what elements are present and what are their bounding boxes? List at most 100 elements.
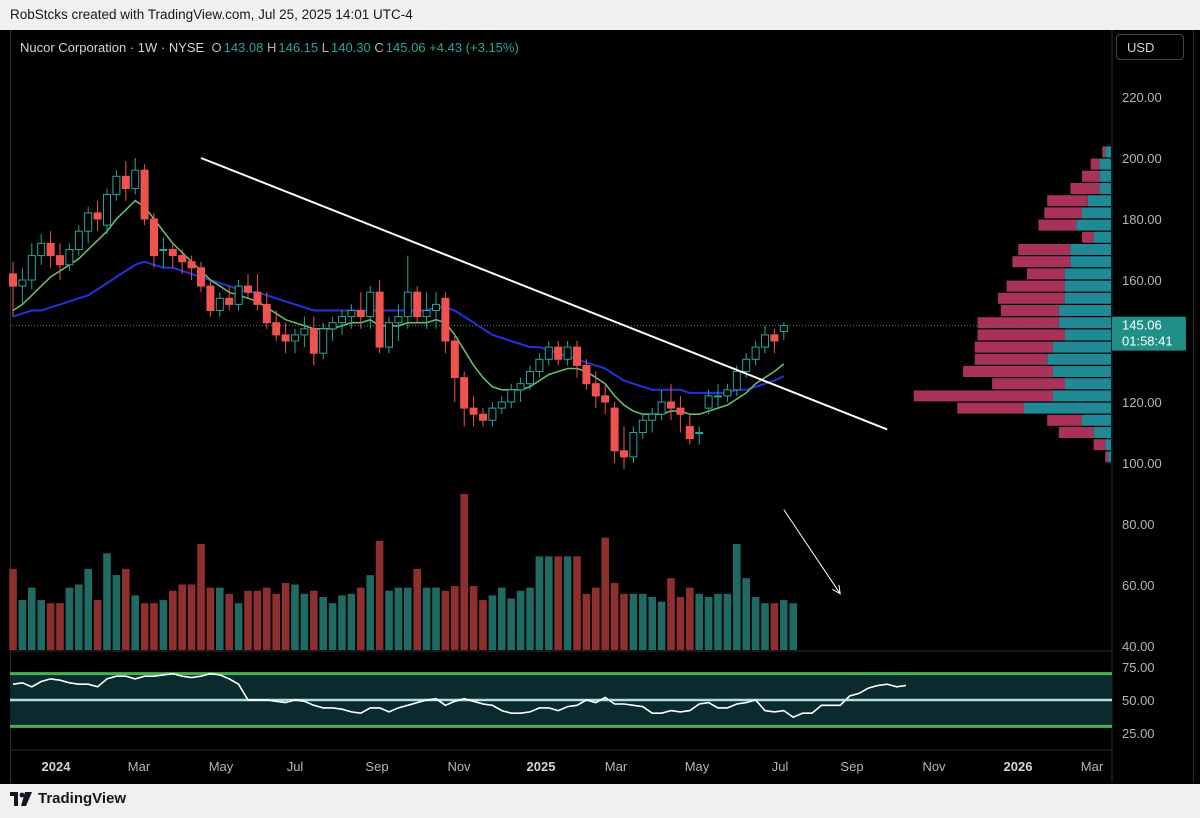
candle-body-62: [591, 383, 600, 397]
volume-profile-down-24: [1093, 439, 1106, 451]
candle-body-16: [159, 249, 168, 251]
volume-profile-down-15: [977, 329, 1065, 341]
volume-profile-down-16: [974, 341, 1053, 353]
candle-body-43: [413, 291, 422, 318]
volume-bar-25: [244, 590, 252, 650]
candle-body-15: [150, 218, 158, 257]
volume-bar-15: [150, 603, 158, 650]
volume-profile-down-5: [1044, 207, 1082, 219]
volume-bar-39: [375, 540, 384, 650]
candle-body-37: [356, 310, 365, 318]
candle-body-8: [84, 212, 93, 232]
candle-body-0: [9, 273, 17, 287]
candle-body-68: [648, 413, 657, 421]
open-value: 143.08: [223, 40, 264, 55]
candle-body-78: [742, 358, 751, 372]
candle-body-69: [657, 401, 666, 415]
volume-profile-up-13: [1058, 305, 1111, 316]
candle-body-29: [281, 334, 290, 342]
attribution-text: RobStcks created with TradingView.com, J…: [10, 7, 413, 22]
volume-bar-24: [234, 603, 243, 650]
volume-bar-50: [479, 600, 487, 650]
time-axis-label-10: Sep: [840, 759, 863, 774]
volume-profile-up-8: [1070, 244, 1111, 255]
time-axis-label-3: Jul: [287, 759, 304, 774]
volume-profile-down-9: [1012, 256, 1071, 268]
volume-bar-29: [281, 582, 290, 650]
candle-body-27: [262, 303, 271, 324]
volume-bar-71: [676, 596, 685, 650]
tradingview-brand[interactable]: TradingView: [10, 790, 126, 807]
volume-profile-up-24: [1105, 439, 1111, 451]
candle-body-75: [714, 395, 722, 398]
time-axis-label-13: Mar: [1081, 759, 1104, 774]
volume-profile-down-20: [913, 390, 1053, 402]
price-axis-label-5: 120.00: [1122, 395, 1162, 410]
candle-body-3: [37, 242, 46, 257]
volume-profile-down-10: [1026, 268, 1065, 280]
volume-profile-up-10: [1064, 268, 1111, 280]
time-axis-label-11: Nov: [922, 759, 946, 774]
volume-bar-13: [131, 595, 139, 650]
volume-bar-62: [592, 587, 600, 650]
volume-bar-48: [460, 494, 468, 650]
volume-bar-5: [56, 603, 64, 650]
volume-bar-63: [601, 537, 609, 650]
volume-profile-up-22: [1082, 414, 1111, 426]
volume-bar-26: [253, 590, 262, 650]
candle-body-13: [131, 169, 140, 189]
last-price-badge: [1112, 316, 1186, 351]
volume-profile-up-7: [1093, 231, 1111, 243]
candle-body-22: [215, 297, 224, 311]
candle-body-70: [667, 401, 675, 409]
time-axis-label-0: 2024: [42, 759, 72, 774]
candle-body-81: [770, 334, 779, 342]
price-axis-label-3: 160.00: [1122, 273, 1162, 288]
volume-bar-21: [206, 587, 215, 650]
volume-profile-up-12: [1064, 292, 1111, 304]
volume-bar-61: [582, 593, 591, 650]
price-axis-label-7: 80.00: [1122, 517, 1155, 532]
volume-bar-74: [704, 596, 713, 650]
time-axis-label-8: May: [685, 759, 710, 774]
volume-profile-up-14: [1058, 317, 1111, 329]
symbol-title: Nucor Corporation · 1W · NYSE: [20, 40, 205, 55]
rsi-line: [12, 672, 907, 719]
candle-body-52: [497, 401, 506, 409]
volume-bar-38: [366, 575, 374, 650]
candle-body-1: [18, 279, 27, 287]
volume-profile-down-23: [1058, 427, 1094, 438]
volume-bar-43: [413, 568, 421, 650]
volume-profile-up-0: [1105, 146, 1111, 158]
change-value: +4.43 (+3.15%): [429, 40, 519, 55]
candle-body-59: [563, 346, 572, 360]
price-axis-label-0: 220.00: [1122, 90, 1162, 105]
volume-bar-8: [84, 568, 92, 650]
volume-bar-32: [310, 590, 318, 650]
brand-label: TradingView: [38, 790, 127, 807]
volume-bar-30: [291, 584, 299, 650]
candle-body-26: [253, 291, 262, 305]
volume-bar-41: [394, 587, 403, 650]
candle-body-41: [394, 316, 403, 324]
volume-profile-down-8: [1018, 244, 1071, 255]
candle-body-72: [685, 425, 694, 440]
candle-body-24: [234, 285, 243, 305]
volume-profile-up-17: [1047, 353, 1111, 365]
currency-button[interactable]: USD: [1116, 34, 1184, 60]
volume-bar-40: [385, 590, 393, 650]
volume-profile-down-7: [1082, 231, 1094, 243]
volume-bar-7: [75, 584, 83, 650]
candle-body-58: [554, 346, 563, 360]
volume-bar-35: [338, 595, 346, 650]
volume-bar-54: [516, 590, 525, 650]
candle-body-36: [347, 310, 356, 318]
volume-profile-down-13: [1000, 305, 1059, 316]
candle-body-54: [516, 383, 525, 391]
volume-profile-up-3: [1099, 183, 1111, 194]
tradingview-logo-icon: [10, 791, 32, 806]
volume-bar-10: [103, 553, 111, 650]
volume-bar-77: [733, 543, 741, 650]
candle-body-34: [328, 322, 337, 330]
